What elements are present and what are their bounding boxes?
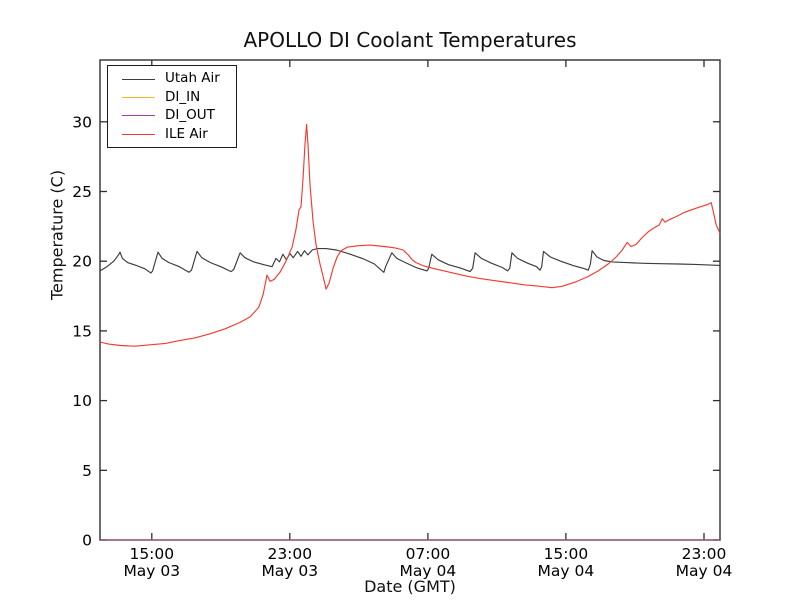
y-tick-label: 30 — [72, 113, 92, 131]
legend-item-di-in: DI_IN — [108, 88, 236, 106]
x-tick-date-label: May 03 — [261, 562, 318, 580]
y-tick-label: 0 — [82, 532, 92, 550]
x-axis-label: Date (GMT) — [364, 577, 456, 596]
x-tick-date-label: May 03 — [123, 562, 180, 580]
legend: Utah Air DI_IN DI_OUT ILE Air — [107, 65, 237, 148]
legend-line-swatch-utah-air — [122, 78, 155, 80]
series-line-ile-air — [99, 123, 721, 347]
legend-label-di-out: DI_OUT — [165, 107, 215, 124]
y-tick-label: 5 — [82, 462, 92, 480]
x-tick-time-label: 15:00 — [129, 545, 174, 563]
legend-line-swatch-di-in — [122, 97, 155, 99]
legend-item-utah-air: Utah Air — [108, 70, 236, 88]
chart-title: APOLLO DI Coolant Temperatures — [243, 28, 577, 52]
x-tick-time-label: 15:00 — [544, 545, 589, 563]
x-tick-date-label: May 04 — [400, 562, 457, 580]
legend-label-ile-air: ILE Air — [165, 125, 208, 142]
y-tick-label: 20 — [72, 253, 92, 271]
x-tick-date-label: May 04 — [676, 562, 733, 580]
legend-label-utah-air: Utah Air — [165, 70, 220, 87]
x-tick-time-label: 07:00 — [406, 545, 451, 563]
legend-item-ile-air: ILE Air — [108, 125, 236, 143]
y-tick-label: 15 — [72, 322, 92, 340]
legend-item-di-out: DI_OUT — [108, 107, 236, 125]
x-tick-date-label: May 04 — [538, 562, 595, 580]
series-line-utah-air — [99, 248, 721, 274]
y-tick-label: 25 — [72, 183, 92, 201]
legend-line-swatch-di-out — [122, 115, 155, 117]
legend-line-swatch-ile-air — [122, 133, 155, 135]
x-tick-time-label: 23:00 — [682, 545, 727, 563]
x-tick-time-label: 23:00 — [267, 545, 312, 563]
legend-label-di-in: DI_IN — [165, 88, 201, 105]
y-tick-label: 10 — [72, 392, 92, 410]
